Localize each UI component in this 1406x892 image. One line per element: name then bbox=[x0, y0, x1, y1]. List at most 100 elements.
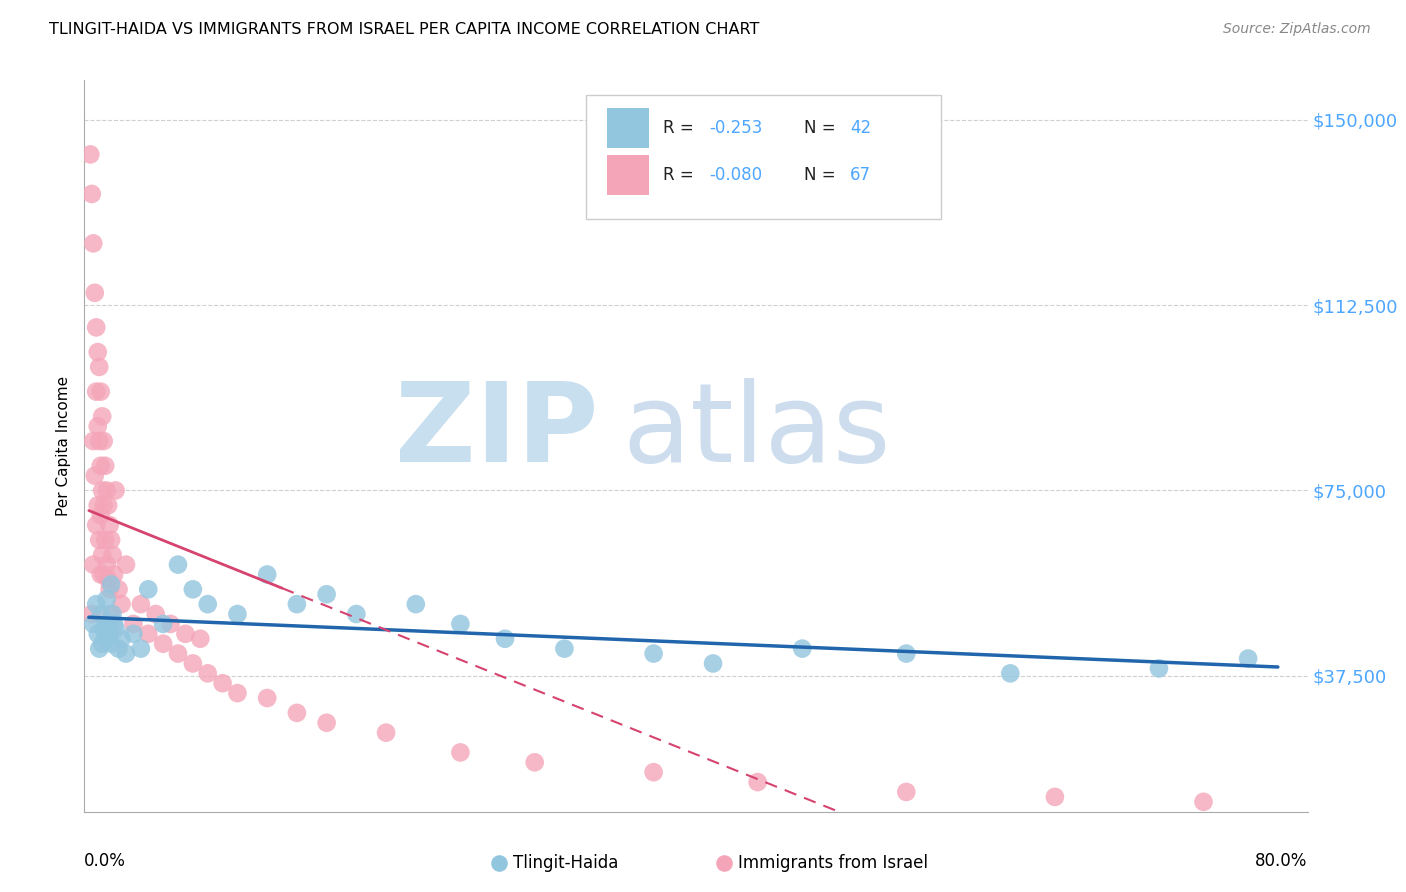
Point bbox=[90, 508, 112, 523]
Point bbox=[101, 548, 124, 562]
Point bbox=[79, 147, 101, 161]
Point bbox=[89, 434, 111, 448]
Point bbox=[89, 359, 111, 374]
Point bbox=[91, 483, 114, 498]
Point bbox=[84, 597, 107, 611]
Point bbox=[97, 498, 120, 512]
Point bbox=[90, 384, 112, 399]
Point bbox=[82, 558, 104, 572]
Point bbox=[87, 419, 110, 434]
Point bbox=[844, 854, 866, 868]
Point bbox=[100, 637, 122, 651]
Text: TLINGIT-HAIDA VS IMMIGRANTS FROM ISRAEL PER CAPITA INCOME CORRELATION CHART: TLINGIT-HAIDA VS IMMIGRANTS FROM ISRAEL … bbox=[49, 22, 759, 37]
Point bbox=[1043, 789, 1066, 804]
Point bbox=[167, 647, 190, 661]
Point bbox=[122, 627, 145, 641]
Point bbox=[87, 627, 110, 641]
Text: 42: 42 bbox=[851, 119, 872, 136]
FancyBboxPatch shape bbox=[586, 95, 941, 219]
Point bbox=[152, 616, 174, 631]
Point bbox=[188, 632, 211, 646]
Point bbox=[136, 627, 159, 641]
Point bbox=[115, 558, 138, 572]
Point bbox=[285, 597, 308, 611]
Text: 67: 67 bbox=[851, 167, 872, 185]
Point bbox=[94, 533, 117, 547]
Point bbox=[91, 548, 114, 562]
Point bbox=[80, 607, 103, 621]
Point bbox=[96, 558, 118, 572]
Point bbox=[87, 345, 110, 359]
Point bbox=[792, 641, 814, 656]
Point bbox=[101, 607, 124, 621]
Point bbox=[98, 518, 121, 533]
Point bbox=[256, 691, 278, 706]
Point bbox=[315, 715, 337, 730]
Point bbox=[523, 756, 546, 770]
Point bbox=[226, 607, 249, 621]
Point bbox=[643, 647, 665, 661]
Point bbox=[1147, 661, 1170, 675]
Text: 0.0%: 0.0% bbox=[84, 852, 127, 870]
Point bbox=[702, 657, 724, 671]
Point bbox=[110, 597, 132, 611]
Point bbox=[110, 632, 132, 646]
Point bbox=[145, 607, 167, 621]
Point bbox=[285, 706, 308, 720]
Point bbox=[1237, 651, 1260, 665]
Point bbox=[91, 637, 114, 651]
Point bbox=[90, 567, 112, 582]
Point bbox=[82, 434, 104, 448]
Point bbox=[103, 567, 125, 582]
Point bbox=[107, 582, 129, 597]
Point bbox=[93, 622, 115, 636]
Point bbox=[84, 518, 107, 533]
Point bbox=[136, 582, 159, 597]
Point bbox=[98, 582, 121, 597]
Point bbox=[87, 498, 110, 512]
Point bbox=[129, 641, 152, 656]
Point bbox=[93, 434, 115, 448]
Point bbox=[197, 597, 219, 611]
Text: N =: N = bbox=[804, 119, 841, 136]
Point bbox=[152, 637, 174, 651]
Point bbox=[100, 533, 122, 547]
Point bbox=[89, 533, 111, 547]
Point bbox=[90, 607, 112, 621]
FancyBboxPatch shape bbox=[606, 108, 650, 148]
Point bbox=[91, 409, 114, 424]
Point bbox=[98, 627, 121, 641]
Point bbox=[553, 641, 575, 656]
Point bbox=[84, 384, 107, 399]
Point bbox=[405, 597, 427, 611]
Point bbox=[174, 627, 197, 641]
Point bbox=[747, 775, 769, 789]
Point bbox=[89, 641, 111, 656]
Text: Source: ZipAtlas.com: Source: ZipAtlas.com bbox=[1223, 22, 1371, 37]
Point bbox=[97, 573, 120, 587]
Point bbox=[256, 567, 278, 582]
Point bbox=[167, 558, 190, 572]
Point bbox=[1000, 666, 1022, 681]
Y-axis label: Per Capita Income: Per Capita Income bbox=[56, 376, 72, 516]
Text: R =: R = bbox=[664, 119, 699, 136]
Point bbox=[344, 607, 367, 621]
Text: Immigrants from Israel: Immigrants from Israel bbox=[738, 855, 928, 872]
Point bbox=[643, 765, 665, 780]
Point bbox=[107, 641, 129, 656]
Point bbox=[181, 657, 204, 671]
Point bbox=[197, 666, 219, 681]
Point bbox=[129, 597, 152, 611]
Point bbox=[93, 567, 115, 582]
FancyBboxPatch shape bbox=[606, 155, 650, 195]
Point bbox=[82, 236, 104, 251]
Point bbox=[104, 483, 127, 498]
Text: -0.080: -0.080 bbox=[710, 167, 762, 185]
Point bbox=[103, 616, 125, 631]
Text: Tlingit-Haida: Tlingit-Haida bbox=[513, 855, 619, 872]
Point bbox=[80, 186, 103, 201]
Point bbox=[181, 582, 204, 597]
Point bbox=[211, 676, 233, 690]
Point bbox=[115, 647, 138, 661]
Text: R =: R = bbox=[664, 167, 699, 185]
